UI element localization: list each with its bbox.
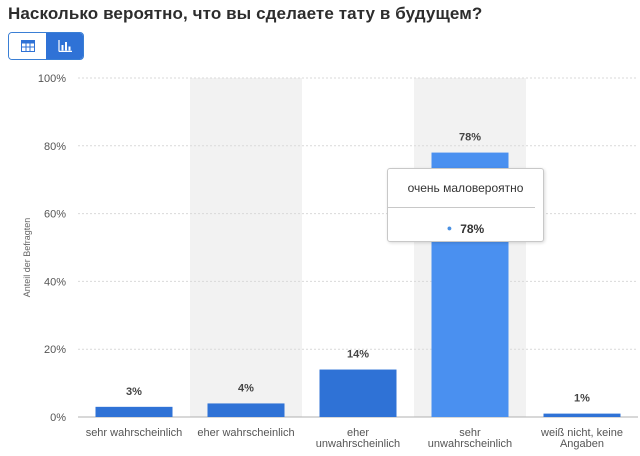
view-toggle bbox=[8, 32, 84, 60]
tooltip-value-row: ● 78% bbox=[388, 222, 543, 236]
bar bbox=[95, 406, 173, 417]
data-label: 78% bbox=[459, 132, 481, 144]
x-tick-label: eher wahrscheinlich bbox=[197, 427, 294, 439]
y-tick-label: 20% bbox=[44, 344, 66, 356]
data-label: 1% bbox=[574, 393, 590, 405]
category-band bbox=[190, 78, 302, 417]
y-tick-label: 0% bbox=[50, 412, 66, 424]
series-dot-icon: ● bbox=[446, 223, 453, 233]
bar bbox=[207, 403, 285, 417]
y-tick-label: 80% bbox=[44, 141, 66, 153]
chart-title: Насколько вероятно, что вы сделаете тату… bbox=[8, 4, 483, 23]
tooltip-divider bbox=[388, 207, 535, 208]
data-label: 4% bbox=[238, 382, 254, 394]
tooltip-title: очень маловероятно bbox=[407, 181, 524, 195]
bar bbox=[543, 413, 621, 417]
x-tick-label: unwahrscheinlich bbox=[428, 438, 512, 450]
x-tick-label: eher bbox=[347, 427, 369, 439]
tooltip-value: 78% bbox=[460, 222, 485, 236]
bar-chart-icon bbox=[57, 40, 72, 52]
y-tick-label: 100% bbox=[38, 73, 66, 85]
data-label: 14% bbox=[347, 349, 369, 361]
chart-tooltip: очень маловероятно ● 78% bbox=[387, 168, 544, 242]
x-tick-label: unwahrscheinlich bbox=[316, 438, 400, 450]
y-tick-label: 60% bbox=[44, 209, 66, 221]
x-tick-label: weiß nicht, keine bbox=[540, 427, 623, 439]
bar bbox=[319, 369, 397, 417]
x-tick-label: sehr wahrscheinlich bbox=[86, 427, 183, 439]
data-label: 3% bbox=[126, 386, 142, 398]
y-axis-title: Anteil der Befragten bbox=[22, 218, 32, 298]
table-view-button[interactable] bbox=[9, 33, 46, 59]
x-tick-label: Angaben bbox=[560, 438, 604, 450]
x-tick-label: sehr bbox=[459, 427, 481, 439]
y-tick-label: 40% bbox=[44, 276, 66, 288]
chart-view-button[interactable] bbox=[46, 33, 83, 59]
table-icon bbox=[20, 40, 35, 52]
